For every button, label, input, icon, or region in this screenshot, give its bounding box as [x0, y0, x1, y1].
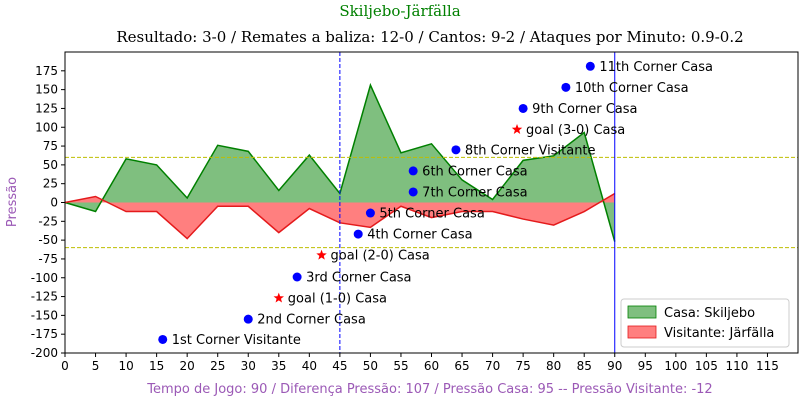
corner-marker-11 [518, 103, 528, 113]
y-tick-label-10: 50 [43, 158, 58, 172]
y-tick-label-11: 75 [43, 139, 58, 153]
x-tick-label-9: 45 [332, 359, 347, 373]
corner-marker-7 [408, 187, 418, 197]
x-tick-label-11: 55 [393, 359, 408, 373]
x-axis-label: Tempo de Jogo: 90 / Diferença Pressão: 1… [146, 382, 712, 397]
x-tick-label-7: 35 [271, 359, 286, 373]
goal-marker-4 [316, 249, 327, 260]
annotation-label-13: 11th Corner Casa [599, 60, 713, 75]
corner-marker-8 [408, 166, 418, 176]
y-tick-label-6: -50 [38, 233, 58, 247]
y-tick-label-3: -125 [31, 290, 58, 304]
x-tick-label-16: 80 [546, 359, 561, 373]
y-tick-label-13: 125 [35, 101, 58, 115]
y-tick-label-5: -75 [38, 252, 58, 266]
annotation-label-4: goal (2-0) Casa [331, 249, 430, 264]
x-tick-label-8: 40 [302, 359, 317, 373]
x-tick-label-1: 5 [92, 359, 100, 373]
corner-marker-5 [353, 229, 363, 239]
x-tick-label-15: 75 [515, 359, 530, 373]
legend: Casa: Skiljebo Visitante: Järfälla [620, 298, 790, 348]
y-tick-label-15: 175 [35, 64, 58, 78]
x-tick-label-12: 60 [424, 359, 439, 373]
x-tick-label-17: 85 [577, 359, 592, 373]
corner-marker-3 [292, 272, 302, 282]
x-tick-label-13: 65 [454, 359, 469, 373]
x-axis: 0 5 10 15 20 25 30 35 40 45 50 55 60 65 70 75 80 85 90 95 10… [61, 353, 779, 373]
x-tick-label-18: 90 [607, 359, 622, 373]
y-tick-label-8: 0 [50, 196, 58, 210]
chart-subtitle: Resultado: 3-0 / Remates a baliza: 12-0 … [116, 28, 744, 46]
annotation-label-6: 5th Corner Casa [379, 207, 484, 222]
y-tick-label-2: -150 [31, 308, 58, 322]
corner-marker-0 [158, 334, 168, 344]
y-tick-label-0: -200 [31, 346, 58, 360]
annotation-label-7: 7th Corner Casa [422, 185, 527, 200]
x-tick-label-22: 110 [725, 359, 748, 373]
corner-marker-9 [451, 145, 461, 155]
goal-marker-2 [273, 292, 285, 303]
y-tick-label-14: 150 [35, 83, 58, 97]
x-tick-label-5: 25 [210, 359, 225, 373]
x-tick-label-14: 70 [485, 359, 500, 373]
chart-title: Skiljebo-Järfälla [339, 2, 461, 20]
x-tick-label-10: 50 [363, 359, 378, 373]
x-tick-label-20: 100 [664, 359, 687, 373]
legend-swatch-0 [627, 305, 657, 319]
goal-marker-10 [511, 124, 523, 134]
annotation-label-11: 9th Corner Casa [532, 102, 637, 117]
legend-label-1: Visitante: Järfälla [664, 326, 774, 341]
annotation-label-8: 6th Corner Casa [422, 164, 527, 179]
annotation-label-5: 4th Corner Casa [367, 228, 472, 243]
y-axis: -200 -175 -150 -125 -100 -75 -50 -25 0 25 50 75 100 1… [31, 64, 65, 360]
y-tick-label-4: -100 [31, 271, 58, 285]
x-tick-label-6: 30 [241, 359, 256, 373]
annotation-label-0: 1st Corner Visitante [172, 333, 301, 348]
x-tick-label-21: 105 [695, 359, 718, 373]
annotations: 1st Corner Visitante 2nd Corner Casa goal … [158, 60, 713, 348]
corner-marker-13 [585, 61, 595, 71]
annotation-label-9: 8th Corner Visitante [465, 143, 596, 158]
legend-label-0: Casa: Skiljebo [664, 306, 755, 321]
y-tick-label-1: -175 [31, 327, 58, 341]
legend-box [620, 298, 790, 348]
y-axis-label: Pressão [5, 177, 20, 227]
x-tick-label-3: 15 [149, 359, 164, 373]
x-tick-label-4: 20 [180, 359, 195, 373]
legend-swatch-1 [627, 325, 657, 339]
y-tick-label-9: 25 [43, 177, 58, 191]
x-tick-label-23: 115 [756, 359, 779, 373]
y-tick-label-7: -25 [38, 214, 58, 228]
corner-marker-1 [243, 314, 253, 324]
annotation-label-12: 10th Corner Casa [575, 81, 689, 96]
annotation-label-2: goal (1-0) Casa [288, 292, 387, 307]
corner-marker-6 [365, 208, 375, 218]
annotation-label-10: goal (3-0) Casa [526, 123, 625, 138]
x-tick-label-2: 10 [118, 359, 133, 373]
y-tick-label-12: 100 [35, 120, 58, 134]
annotation-label-1: 2nd Corner Casa [257, 313, 366, 328]
x-tick-label-19: 95 [638, 359, 653, 373]
corner-marker-12 [561, 82, 571, 92]
annotation-label-3: 3rd Corner Casa [306, 270, 411, 285]
reference-lines [65, 52, 798, 353]
x-tick-label-0: 0 [61, 359, 69, 373]
